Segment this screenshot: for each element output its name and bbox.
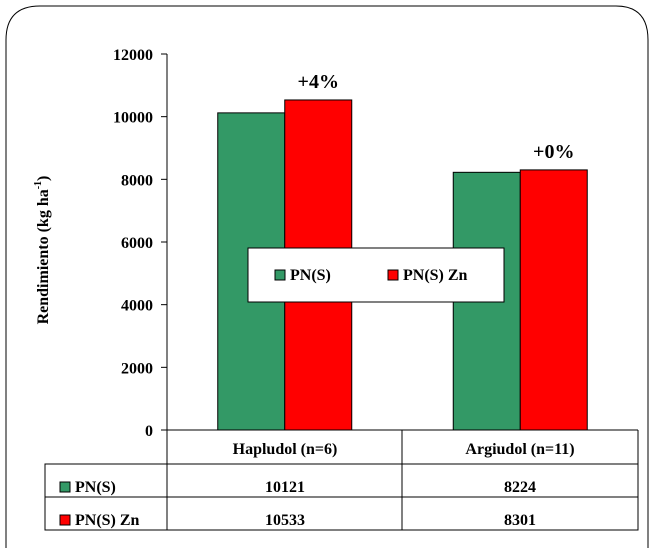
bar-1-1 [519, 169, 588, 431]
table-swatch-pns-zn [59, 514, 71, 526]
x-tick-label-argiudol: Argiudol (n=11) [465, 441, 574, 458]
table-row-label-pns: PN(S) [75, 479, 116, 496]
y-axis-label: Rendimiento (kg ha-1) [33, 176, 52, 325]
table-cell-pns-hapludol: 10121 [265, 479, 305, 496]
table-row-label-pns-zn: PN(S) Zn [75, 512, 140, 529]
table-cell-pns-zn-argiudol: 8301 [504, 512, 536, 529]
legend-swatch-pns [274, 269, 286, 281]
legend-label-pns: PN(S) [290, 267, 331, 284]
y-axis-label-text: Rendimiento (kg ha [35, 189, 52, 324]
y-axis-label-suffix: ) [35, 176, 52, 181]
legend-swatch-pns-zn [387, 269, 399, 281]
y-tick-label: 6000 [121, 235, 153, 252]
table-swatch-pns [59, 481, 71, 493]
y-tick-label: 2000 [121, 360, 153, 377]
y-tick-label: 4000 [121, 298, 153, 315]
y-tick-label: 8000 [121, 172, 153, 189]
chart-frame [5, 5, 649, 548]
y-tick-label: 12000 [113, 47, 153, 64]
legend-label-pns-zn: PN(S) Zn [403, 267, 468, 284]
bar-annotation: +4% [298, 71, 339, 93]
legend-box [247, 247, 505, 303]
data-table: Hapludol (n=6) Argiudol (n=11) PN(S) 101… [44, 430, 639, 531]
legend: PN(S) PN(S) Zn [247, 247, 505, 303]
y-axis-ticks: 0 2000 4000 6000 8000 10000 12000 [113, 47, 167, 440]
table-cell-pns-zn-hapludol: 10533 [265, 512, 305, 529]
y-axis-label-superscript: -1 [33, 181, 44, 189]
table-cell-pns-argiudol: 8224 [504, 479, 536, 496]
y-tick-label: 0 [145, 423, 153, 440]
bar-annotation: +0% [533, 141, 574, 163]
annotations-group: +4% +0% [298, 71, 575, 163]
y-tick-label: 10000 [113, 110, 153, 127]
x-tick-label-hapludol: Hapludol (n=6) [233, 441, 338, 458]
